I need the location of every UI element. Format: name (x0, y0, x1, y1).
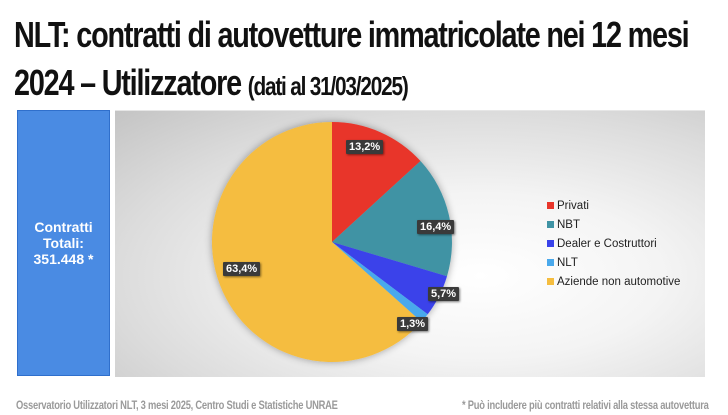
total-label-line1: Contratti (34, 219, 93, 235)
legend-swatch-icon (547, 240, 554, 247)
data-label-dealer: 5,7% (428, 287, 460, 301)
pie-slice-aziende (211, 121, 422, 362)
legend-item-aziende: Aziende non automotive (547, 272, 680, 291)
chart-title-line2: 2024 – Utilizzatore (dati al 31/03/2025) (14, 62, 409, 104)
total-value: 351.448 * (33, 251, 94, 267)
legend-item-nbt: NBT (547, 215, 680, 234)
total-label-line2: Totali: (43, 235, 84, 251)
legend-label: Aziende non automotive (557, 275, 681, 288)
legend-label: Dealer e Costruttori (557, 237, 657, 250)
chart-title-date: (dati al 31/03/2025) (247, 71, 409, 101)
pie-slice-dealer (332, 242, 447, 315)
asterisk-footnote: * Può includere più contratti relativi a… (462, 398, 709, 412)
chart-legend: Privati NBT Dealer e Costruttori NLT Azi… (547, 196, 680, 291)
legend-label: NBT (557, 218, 580, 231)
chart-title-line1: NLT: contratti di autovetture immatricol… (14, 14, 690, 55)
pie-slice-nlt (332, 242, 428, 322)
legend-swatch-icon (547, 221, 554, 228)
legend-swatch-icon (547, 278, 554, 285)
legend-item-privati: Privati (547, 196, 680, 215)
chart-title-main: 2024 – Utilizzatore (14, 62, 242, 103)
legend-item-dealer: Dealer e Costruttori (547, 234, 680, 253)
legend-swatch-icon (547, 259, 554, 266)
legend-item-nlt: NLT (547, 253, 680, 272)
data-label-aziende: 63,4% (223, 262, 261, 276)
legend-swatch-icon (547, 202, 554, 209)
legend-label: Privati (557, 199, 589, 212)
total-contracts-box: Contratti Totali: 351.448 * (17, 110, 110, 376)
data-label-nlt: 1,3% (397, 317, 429, 331)
legend-label: NLT (557, 256, 578, 269)
data-label-privati: 13,2% (346, 140, 384, 154)
pie-slice-nbt (332, 161, 452, 277)
source-footnote: Osservatorio Utilizzatori NLT, 3 mesi 20… (16, 398, 338, 412)
data-label-nbt: 16,4% (417, 220, 455, 234)
